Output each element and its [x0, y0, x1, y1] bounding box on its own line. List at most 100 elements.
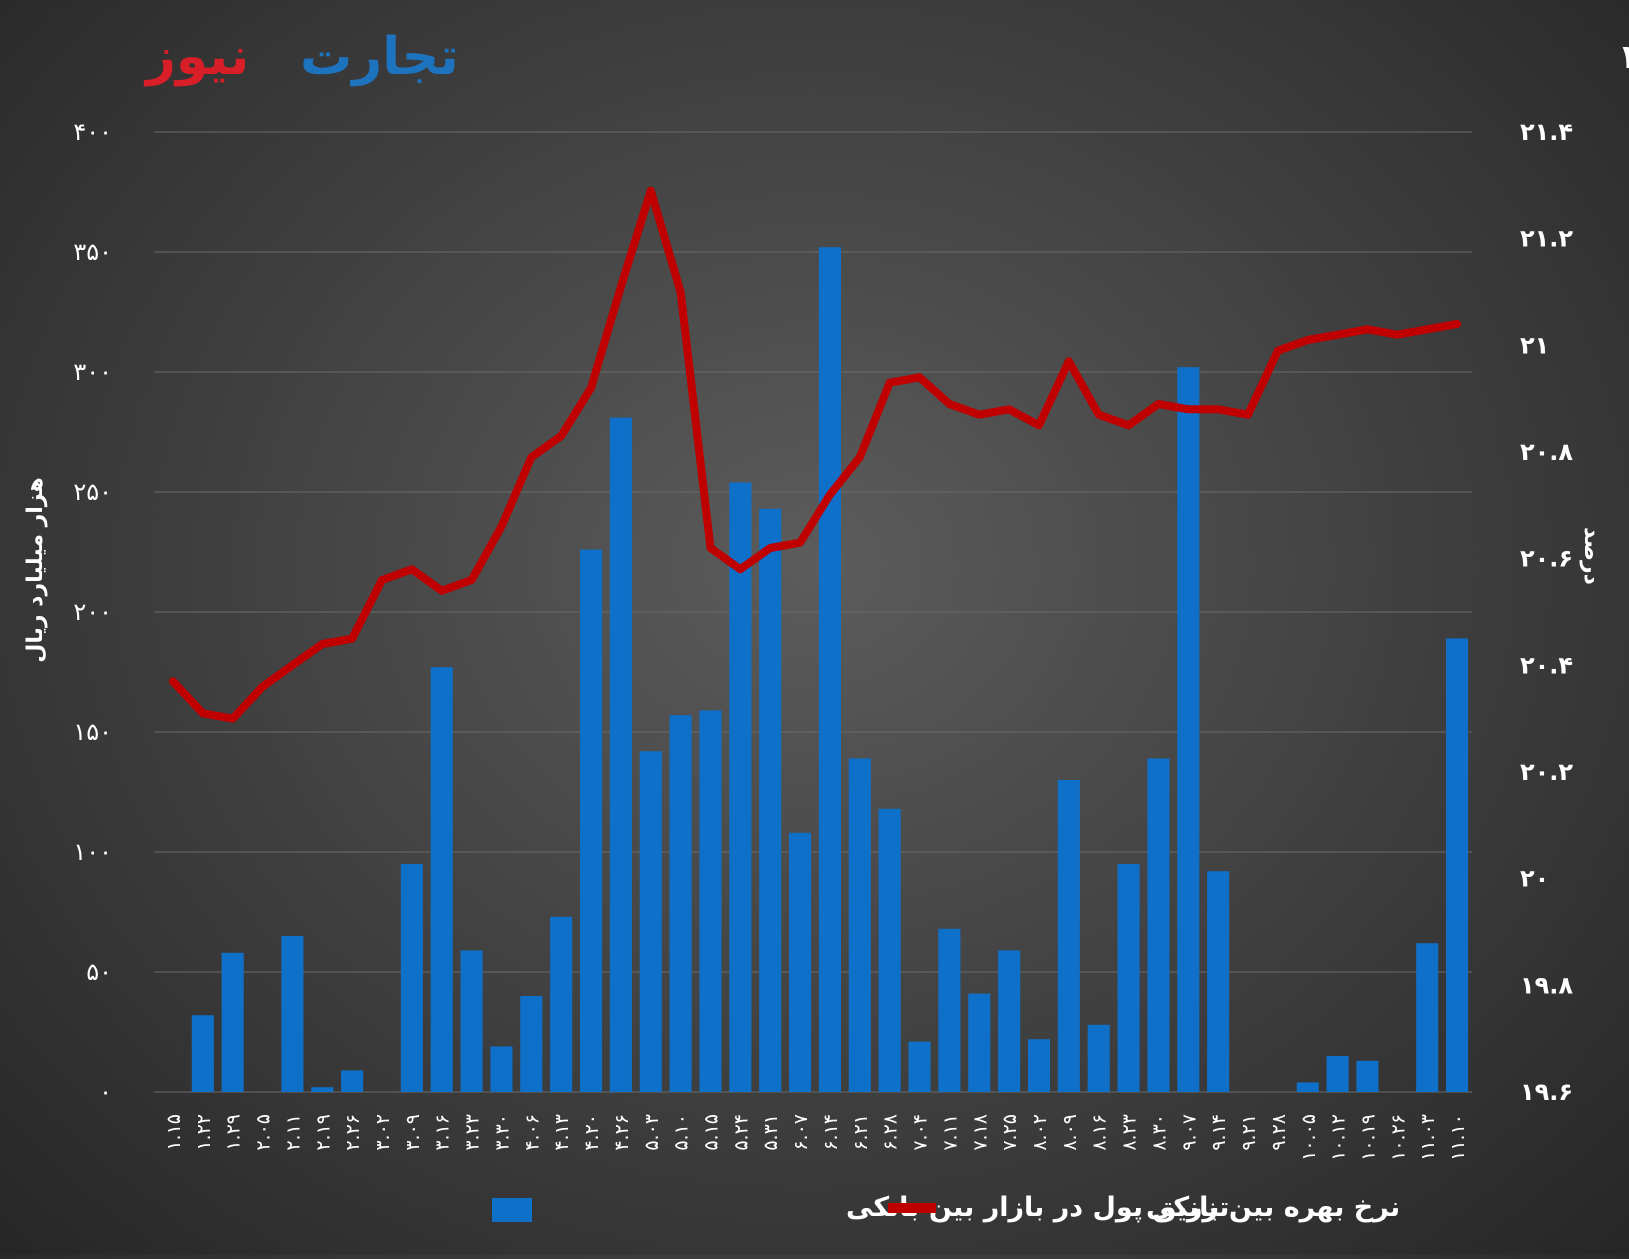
bar [1296, 1082, 1319, 1092]
x-tick-label: ۹.۲۸ [1268, 1114, 1290, 1151]
y-right-tick-label: ۱۹.۸ [1520, 971, 1573, 999]
x-tick-label: ۶.۰۷ [790, 1114, 812, 1151]
x-tick-label: ۶.۱۴ [820, 1114, 842, 1151]
interest-rate-line [168, 186, 1462, 723]
x-tick-label: ۱.۲۹ [223, 1114, 245, 1151]
y-right-tick-label: ۲۰.۲ [1520, 758, 1573, 786]
bar [848, 758, 871, 1092]
bar [221, 952, 244, 1092]
legend-line-label: نرخ بهره بین بانکی [1146, 1192, 1400, 1223]
bar [878, 808, 901, 1092]
x-tick-label: ۵.۳۱ [760, 1114, 782, 1151]
y-left-tick-label: ۳۰۰ [73, 358, 112, 386]
bar [818, 247, 841, 1092]
x-tick-label: ۵.۱۵ [701, 1114, 723, 1151]
bar [550, 916, 573, 1092]
y-right-tick-label: ۱۹.۶ [1520, 1078, 1573, 1106]
x-axis: ۱.۱۵ ۱.۲۲ ۱.۲۹ ۲.۰۵ ۲.۱۱ ۲.۱۹ ۲.۲۶ ۳.۰۲ ۳.۰۹ ۳.۱۶… [163, 1114, 1469, 1161]
x-tick-label: ۴.۱۳ [551, 1114, 573, 1151]
x-tick-label: ۱۰.۰۵ [1298, 1114, 1320, 1161]
x-tick-label: ۸.۳۰ [1148, 1114, 1170, 1151]
y-left-tick-label: ۲۰۰ [73, 598, 112, 626]
y-left-tick-label: ۱۰۰ [73, 838, 112, 866]
bar [490, 1046, 513, 1092]
bar [699, 710, 722, 1092]
bar [1177, 367, 1200, 1092]
x-tick-label: ۷.۱۸ [969, 1114, 991, 1151]
bar [1117, 864, 1140, 1092]
x-tick-label: ۴.۲۶ [611, 1114, 633, 1151]
y-left-tick-label: ۵۰ [86, 958, 112, 986]
x-tick-label: ۶.۲۸ [880, 1114, 902, 1151]
bar [1057, 780, 1080, 1092]
y-left-tick-label: ۴۰۰ [73, 118, 112, 146]
y-right-tick-label: ۲۰.۸ [1520, 438, 1573, 466]
bar [460, 950, 483, 1092]
bar [609, 417, 632, 1093]
x-tick-label: ۱۱.۰۳ [1417, 1114, 1439, 1161]
bar [311, 1087, 334, 1092]
bar [759, 508, 782, 1092]
bar [1326, 1056, 1349, 1092]
bar [1207, 871, 1230, 1092]
logo: تجارت نیوز [143, 27, 459, 87]
bar-series [191, 247, 1469, 1093]
bar [341, 1070, 364, 1092]
bar [1416, 943, 1439, 1092]
y-left-tick-label: ۲۵۰ [73, 478, 112, 506]
bar [938, 928, 961, 1092]
x-tick-label: ۸.۰۹ [1059, 1114, 1081, 1151]
x-tick-label: ۷.۲۵ [999, 1114, 1021, 1151]
bar [400, 864, 423, 1092]
x-tick-label: ۵.۲۴ [730, 1114, 752, 1151]
bar [789, 832, 812, 1092]
x-tick-label: ۲.۱۱ [282, 1114, 304, 1151]
bar [908, 1041, 931, 1092]
x-tick-label: ۵.۰۳ [641, 1114, 663, 1151]
x-tick-label: ۵.۱۰ [671, 1114, 693, 1151]
chart-title: روند تزریق پول بانک مرکزی در بازار بین ب… [1618, 37, 1629, 77]
logo-text-red: نیوز [143, 27, 249, 87]
y-axis-left: ۰ ۵۰ ۱۰۰ ۱۵۰ ۲۰۰ ۲۵۰ ۳۰۰ ۳۵۰ ۴۰۰ [73, 118, 112, 1106]
x-tick-label: ۱۰.۱۲ [1328, 1114, 1350, 1161]
y-right-tick-label: ۲۰.۴ [1520, 651, 1573, 679]
bar [1087, 1024, 1110, 1092]
bar [281, 936, 304, 1092]
bar [579, 549, 603, 1092]
y-left-tick-label: ۰ [99, 1078, 112, 1106]
x-tick-label: ۱۱.۱۰ [1447, 1114, 1469, 1161]
y-right-tick-label: ۲۱.۴ [1520, 118, 1573, 146]
y-right-tick-label: ۲۰ [1520, 865, 1549, 893]
x-tick-label: ۴.۲۰ [581, 1114, 603, 1151]
x-tick-label: ۳.۳۰ [491, 1114, 513, 1151]
bar [729, 482, 752, 1092]
logo-text-blue: تجارت [300, 27, 459, 87]
x-tick-label: ۱۰.۲۶ [1387, 1114, 1409, 1161]
x-tick-label: ۲.۲۶ [342, 1114, 364, 1151]
bar [998, 950, 1021, 1092]
bar [191, 1015, 214, 1092]
x-tick-label: ۹.۲۱ [1238, 1114, 1260, 1151]
legend-line-swatch [888, 1203, 936, 1213]
x-tick-label: ۷.۰۴ [910, 1114, 932, 1151]
x-tick-label: ۷.۱۱ [939, 1114, 961, 1151]
x-tick-label: ۶.۲۱ [850, 1114, 872, 1151]
x-tick-label: ۲.۰۵ [253, 1114, 275, 1151]
x-tick-label: ۳.۱۶ [432, 1114, 454, 1151]
x-tick-label: ۸.۰۲ [1029, 1114, 1051, 1151]
y-right-tick-label: ۲۱.۲ [1520, 225, 1573, 253]
legend-bar-swatch [492, 1198, 532, 1222]
bar [639, 751, 662, 1092]
y-right-tick-label: ۲۱ [1520, 331, 1549, 359]
x-tick-label: ۴.۰۶ [521, 1114, 543, 1151]
x-tick-label: ۱۰.۱۹ [1358, 1114, 1380, 1161]
legend: تزریق پول در بازار بین بانکی نرخ بهره بی… [492, 1192, 1400, 1223]
y-left-tick-label: ۱۵۰ [73, 718, 112, 746]
x-tick-label: ۲.۱۹ [312, 1114, 334, 1151]
x-tick-label: ۱.۱۵ [163, 1114, 185, 1151]
bar [1147, 758, 1170, 1092]
y-axis-right: ۱۹.۶ ۱۹.۸ ۲۰ ۲۰.۲ ۲۰.۴ ۲۰.۶ ۲۰.۸ ۲۱ ۲۱.۲ ۲۱.۴ [1520, 118, 1573, 1106]
x-tick-label: ۳.۰۲ [372, 1114, 394, 1151]
